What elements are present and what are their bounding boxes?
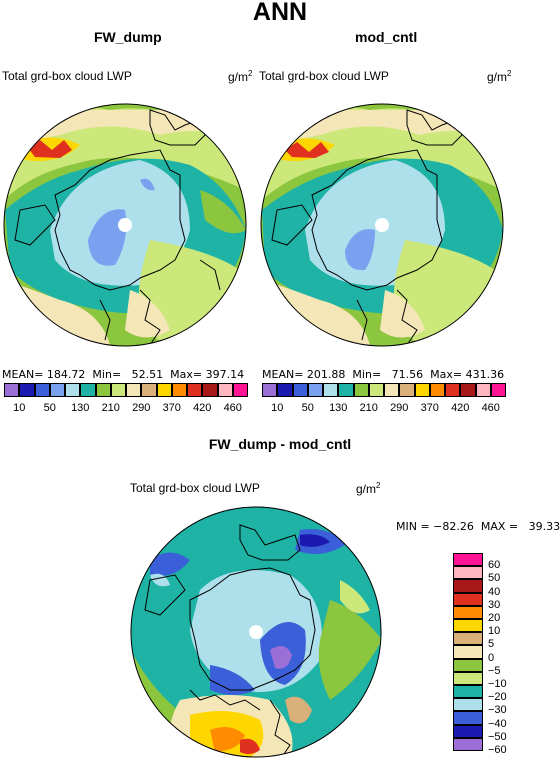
colorbar-swatch	[19, 383, 35, 397]
colorbar-tick-label: 50	[301, 402, 314, 414]
colorbar-tick-label: 370	[420, 402, 439, 414]
panel-variable-label: Total grd-box cloud LWP	[2, 69, 132, 83]
colorbar-swatch	[187, 383, 203, 397]
colorbar-tick-label: 130	[329, 402, 348, 414]
colorbar-tick-label: 460	[481, 402, 500, 414]
colorbar-swatch	[453, 619, 483, 633]
colorbar-swatch	[232, 383, 248, 397]
diff-colorbar	[453, 553, 483, 751]
colorbar-tick-label: 10	[488, 625, 501, 638]
colorbar-tick-label: 5	[488, 638, 495, 651]
colorbar-swatch	[171, 383, 187, 397]
colorbar-swatch	[453, 579, 483, 593]
colorbar-tick-label: 420	[451, 402, 470, 414]
colorbar-swatch	[453, 592, 483, 606]
colorbar-swatch	[453, 671, 483, 685]
colorbar-tick-label: 420	[193, 402, 212, 414]
colorbar-tick-label: −60	[488, 744, 507, 756]
colorbar-tick-label: 460	[223, 402, 242, 414]
colorbar-tick-label: −10	[488, 678, 507, 690]
colorbar-swatch	[4, 383, 20, 397]
colorbar-swatch	[323, 383, 339, 397]
panel-units: g/m2	[487, 69, 512, 84]
colorbar-tick-label: −20	[488, 691, 507, 704]
panel-units: g/m2	[228, 69, 253, 84]
colorbar-tick-label: 10	[271, 402, 284, 414]
colorbar-swatch	[453, 737, 483, 751]
colorbar-tick-label: 130	[71, 402, 90, 414]
colorbar-swatch	[80, 383, 96, 397]
colorbar-tick-label: 0	[488, 651, 495, 664]
page-title: ANN	[252, 0, 308, 26]
colorbar-tick-label: 40	[488, 585, 501, 598]
panel-title-mod-cntl: mod_cntl	[355, 29, 418, 45]
panel-variable-label: Total grd-box cloud LWP	[259, 69, 389, 83]
colorbar-swatch	[277, 383, 293, 397]
colorbar-tick-label: 370	[162, 402, 181, 414]
colorbar-tick-label: 10	[13, 402, 26, 414]
colorbar-swatch	[141, 383, 157, 397]
colorbar-tick-label: 290	[132, 402, 151, 414]
colorbar-swatch	[126, 383, 142, 397]
colorbar-swatch	[156, 383, 172, 397]
colorbar-swatch	[384, 383, 400, 397]
colorbar-tick-label: −40	[488, 717, 507, 730]
colorbar-tick-label: 60	[488, 559, 501, 572]
colorbar-tick-label: 290	[390, 402, 409, 414]
colorbar-tick-label: 50	[43, 402, 56, 414]
panel-stats: MEAN= 184.72 Min= 52.51 Max= 397.14	[2, 368, 245, 381]
colorbar-top-right	[262, 383, 506, 397]
colorbar-tick-label: 210	[359, 402, 378, 414]
colorbar-labels: 10 50 130 210 290 370 420 460	[4, 402, 248, 416]
colorbar-swatch	[453, 658, 483, 672]
colorbar-swatch	[353, 383, 369, 397]
colorbar-swatch	[399, 383, 415, 397]
colorbar-swatch	[475, 383, 491, 397]
colorbar-labels: 10 50 130 210 290 370 420 460	[262, 402, 506, 416]
diff-units: g/m2	[356, 481, 381, 496]
panel-stats: MEAN= 201.88 Min= 71.56 Max= 431.36	[262, 368, 505, 381]
panel-title-fw-dump: FW_dump	[94, 29, 162, 45]
colorbar-tick-label: 50	[488, 572, 501, 585]
colorbar-tick-label: 210	[101, 402, 120, 414]
colorbar-swatch	[453, 645, 483, 659]
colorbar-swatch	[429, 383, 445, 397]
colorbar-tick-label: −30	[488, 704, 507, 717]
colorbar-swatch	[453, 553, 483, 567]
colorbar-swatch	[453, 698, 483, 712]
diff-colorbar-labels: 60 50 40 30 20 10 5 0 −5 −10 −20 −30 −40 −50 −60	[488, 553, 528, 756]
colorbar-swatch	[460, 383, 476, 397]
colorbar-swatch	[65, 383, 81, 397]
colorbar-swatch	[453, 632, 483, 646]
colorbar-swatch	[262, 383, 278, 397]
colorbar-top-left	[4, 383, 248, 397]
colorbar-swatch	[445, 383, 461, 397]
colorbar-swatch	[490, 383, 506, 397]
colorbar-tick-label: −50	[488, 730, 507, 743]
colorbar-swatch	[307, 383, 323, 397]
diff-stats: MIN = −82.26 MAX = 39.33	[396, 520, 560, 533]
colorbar-swatch	[49, 383, 65, 397]
colorbar-swatch	[368, 383, 384, 397]
colorbar-swatch	[453, 724, 483, 738]
colorbar-swatch	[34, 383, 50, 397]
diff-panel-title: FW_dump - mod_cntl	[208, 436, 352, 452]
colorbar-tick-label: 30	[488, 598, 501, 611]
colorbar-swatch	[95, 383, 111, 397]
colorbar-swatch	[202, 383, 218, 397]
colorbar-tick-label: −5	[488, 664, 501, 677]
diff-variable-label: Total grd-box cloud LWP	[130, 481, 260, 495]
colorbar-swatch	[217, 383, 233, 397]
colorbar-swatch	[453, 566, 483, 580]
colorbar-swatch	[453, 605, 483, 619]
colorbar-swatch	[338, 383, 354, 397]
colorbar-tick-label: 20	[488, 612, 501, 624]
colorbar-swatch	[453, 711, 483, 725]
colorbar-swatch	[110, 383, 126, 397]
colorbar-swatch	[453, 685, 483, 699]
colorbar-swatch	[292, 383, 308, 397]
colorbar-swatch	[414, 383, 430, 397]
